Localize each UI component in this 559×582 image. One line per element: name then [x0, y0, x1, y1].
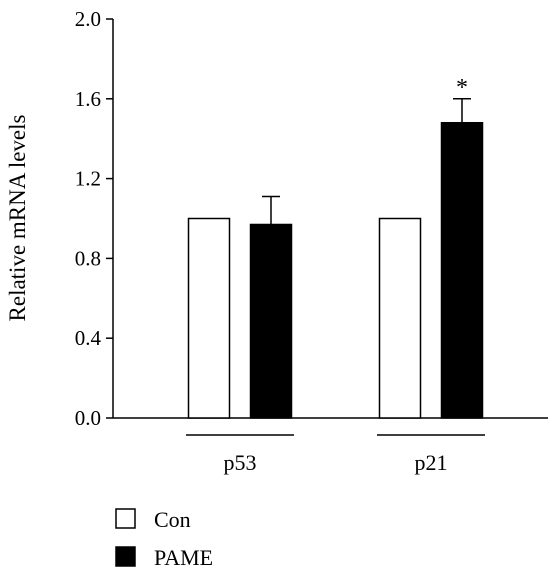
significance-marker: *: [456, 75, 468, 101]
legend: Con PAME: [115, 507, 213, 570]
y-tick-label: 1.6: [75, 87, 101, 111]
legend-label: Con: [154, 507, 191, 532]
x-axis: p53 p21: [186, 434, 485, 475]
y-tick-label: 0.8: [75, 246, 101, 270]
bar-pame-p53: [249, 223, 293, 419]
bar-pame-p21: [440, 121, 484, 419]
x-tick-label: p53: [224, 450, 257, 475]
bar-con-p21: [378, 217, 422, 419]
y-axis: 0.0 0.4 0.8 1.2 1.6 2.0: [75, 7, 548, 430]
y-tick-label: 0.0: [75, 406, 101, 430]
bars: *: [187, 75, 484, 419]
legend-swatch-con: [115, 508, 136, 529]
legend-label: PAME: [154, 545, 213, 570]
bar-con-p53: [187, 217, 231, 419]
x-tick-label: p21: [415, 450, 448, 475]
y-tick-label: 2.0: [75, 7, 101, 31]
y-tick-label: 1.2: [75, 167, 101, 191]
y-tick-label: 0.4: [75, 326, 102, 350]
legend-swatch-pame: [115, 546, 136, 567]
y-axis-label: Relative mRNA levels: [5, 114, 30, 321]
